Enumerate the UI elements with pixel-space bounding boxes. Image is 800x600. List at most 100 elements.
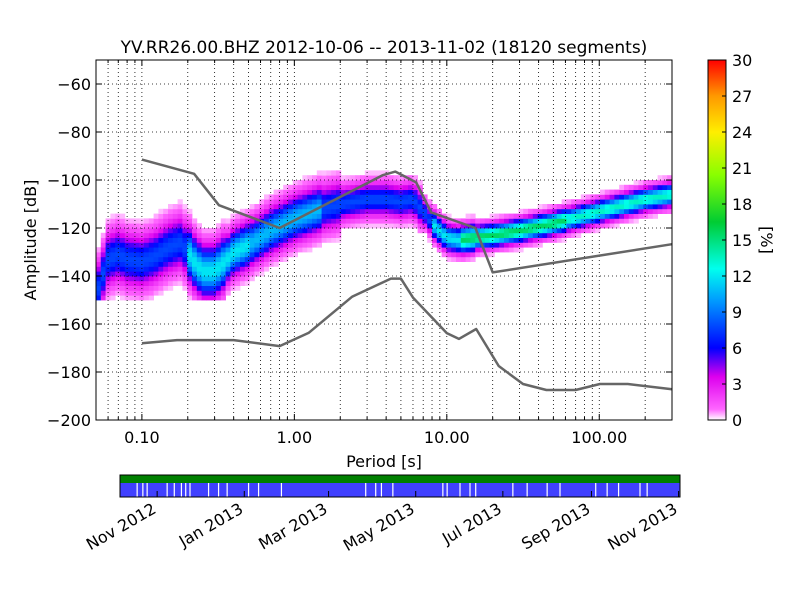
heatmap-cell — [643, 204, 649, 210]
heatmap-cell — [278, 256, 284, 262]
heatmap-cell — [196, 223, 202, 229]
heatmap-cell — [148, 276, 154, 282]
heatmap-cell — [403, 199, 409, 205]
heatmap-cell — [163, 218, 169, 224]
heatmap-cell — [340, 208, 346, 214]
heatmap-cell — [585, 223, 591, 229]
heatmap-cell — [441, 237, 447, 243]
heatmap-cell — [398, 180, 404, 186]
heatmap-cell — [638, 199, 644, 205]
heatmap-cell — [249, 228, 255, 234]
heatmap-cell — [412, 184, 418, 190]
heatmap-cell — [129, 295, 135, 301]
heatmap-cell — [403, 189, 409, 195]
heatmap-cell — [379, 189, 385, 195]
heatmap-cell — [129, 280, 135, 286]
heatmap-cell — [379, 184, 385, 190]
heatmap-cell — [307, 218, 313, 224]
heatmap-cell — [192, 232, 198, 238]
heatmap-cell — [129, 252, 135, 258]
heatmap-cell — [254, 208, 260, 214]
heatmap-cell — [523, 232, 529, 238]
heatmap-cell — [355, 194, 361, 200]
colorbar-tick-label: 24 — [732, 123, 752, 142]
heatmap-cell — [153, 280, 159, 286]
heatmap-cell — [518, 247, 524, 253]
heatmap-cell — [177, 280, 183, 286]
heatmap-cell — [110, 276, 116, 282]
heatmap-cell — [163, 280, 169, 286]
heatmap-cell — [508, 242, 514, 248]
heatmap-cell — [216, 223, 222, 229]
heatmap-cell — [388, 208, 394, 214]
heatmap-cell — [393, 180, 399, 186]
heatmap-cell — [115, 280, 121, 286]
heatmap-cell — [168, 232, 174, 238]
heatmap-cell — [216, 295, 222, 301]
heatmap-cell — [110, 290, 116, 296]
heatmap-cell — [340, 204, 346, 210]
heatmap-cell — [139, 271, 145, 277]
heatmap-cell — [225, 242, 231, 248]
heatmap-cell — [216, 228, 222, 234]
heatmap-cell — [283, 228, 289, 234]
heatmap-cell — [523, 218, 529, 224]
heatmap-cell — [379, 180, 385, 186]
heatmap-cell — [451, 228, 457, 234]
heatmap-cell — [168, 271, 174, 277]
heatmap-cell — [422, 223, 428, 229]
timeline-frame — [119, 474, 681, 498]
heatmap-cell — [235, 256, 241, 262]
coverage-timeline: Nov 2012 Jan 2013 Mar 2013 May 2013 Jul 2013… — [83, 474, 681, 555]
heatmap-cell — [172, 208, 178, 214]
heatmap-cell — [446, 232, 452, 238]
heatmap-cell — [278, 204, 284, 210]
heatmap-cell — [436, 232, 442, 238]
heatmap-cell — [100, 290, 106, 296]
heatmap-cell — [451, 242, 457, 248]
heatmap-cell — [292, 247, 298, 253]
timeline-data-bar — [120, 483, 680, 497]
heatmap-cell — [537, 223, 543, 229]
heatmap-cell — [364, 175, 370, 181]
heatmap-cell — [331, 184, 337, 190]
heatmap-cell — [398, 175, 404, 181]
heatmap-cell — [465, 218, 471, 224]
heatmap-cell — [264, 266, 270, 272]
heatmap-cell — [657, 180, 663, 186]
heatmap-cell — [172, 213, 178, 219]
heatmap-cell — [571, 204, 577, 210]
heatmap-cell — [192, 285, 198, 291]
heatmap-cell — [297, 237, 303, 243]
heatmap-cell — [187, 261, 193, 267]
heatmap-cell — [211, 232, 217, 238]
heatmap-cell — [187, 218, 193, 224]
heatmap-cell — [153, 276, 159, 282]
heatmap-cell — [249, 256, 255, 262]
heatmap-cell — [331, 189, 337, 195]
heatmap-cell — [244, 271, 250, 277]
heatmap-cell — [470, 218, 476, 224]
heatmap-cell — [278, 228, 284, 234]
heatmap-cell — [451, 247, 457, 253]
heatmap-cell — [134, 290, 140, 296]
heatmap-cell — [360, 218, 366, 224]
heatmap-cell — [523, 213, 529, 219]
heatmap-cell — [345, 175, 351, 181]
heatmap-cell — [470, 242, 476, 248]
heatmap-cell — [326, 175, 332, 181]
heatmap-cell — [566, 232, 572, 238]
heatmap-cell — [110, 266, 116, 272]
heatmap-cell — [120, 218, 126, 224]
heatmap-cell — [249, 247, 255, 253]
heatmap-cell — [249, 204, 255, 210]
heatmap-cell — [158, 218, 164, 224]
heatmap-cell — [336, 175, 342, 181]
heatmap-cell — [432, 208, 438, 214]
heatmap-cell — [360, 175, 366, 181]
heatmap-cell — [340, 218, 346, 224]
heatmap-cell — [427, 213, 433, 219]
heatmap-cell — [355, 218, 361, 224]
heatmap-cell — [110, 237, 116, 243]
heatmap-cell — [456, 237, 462, 243]
